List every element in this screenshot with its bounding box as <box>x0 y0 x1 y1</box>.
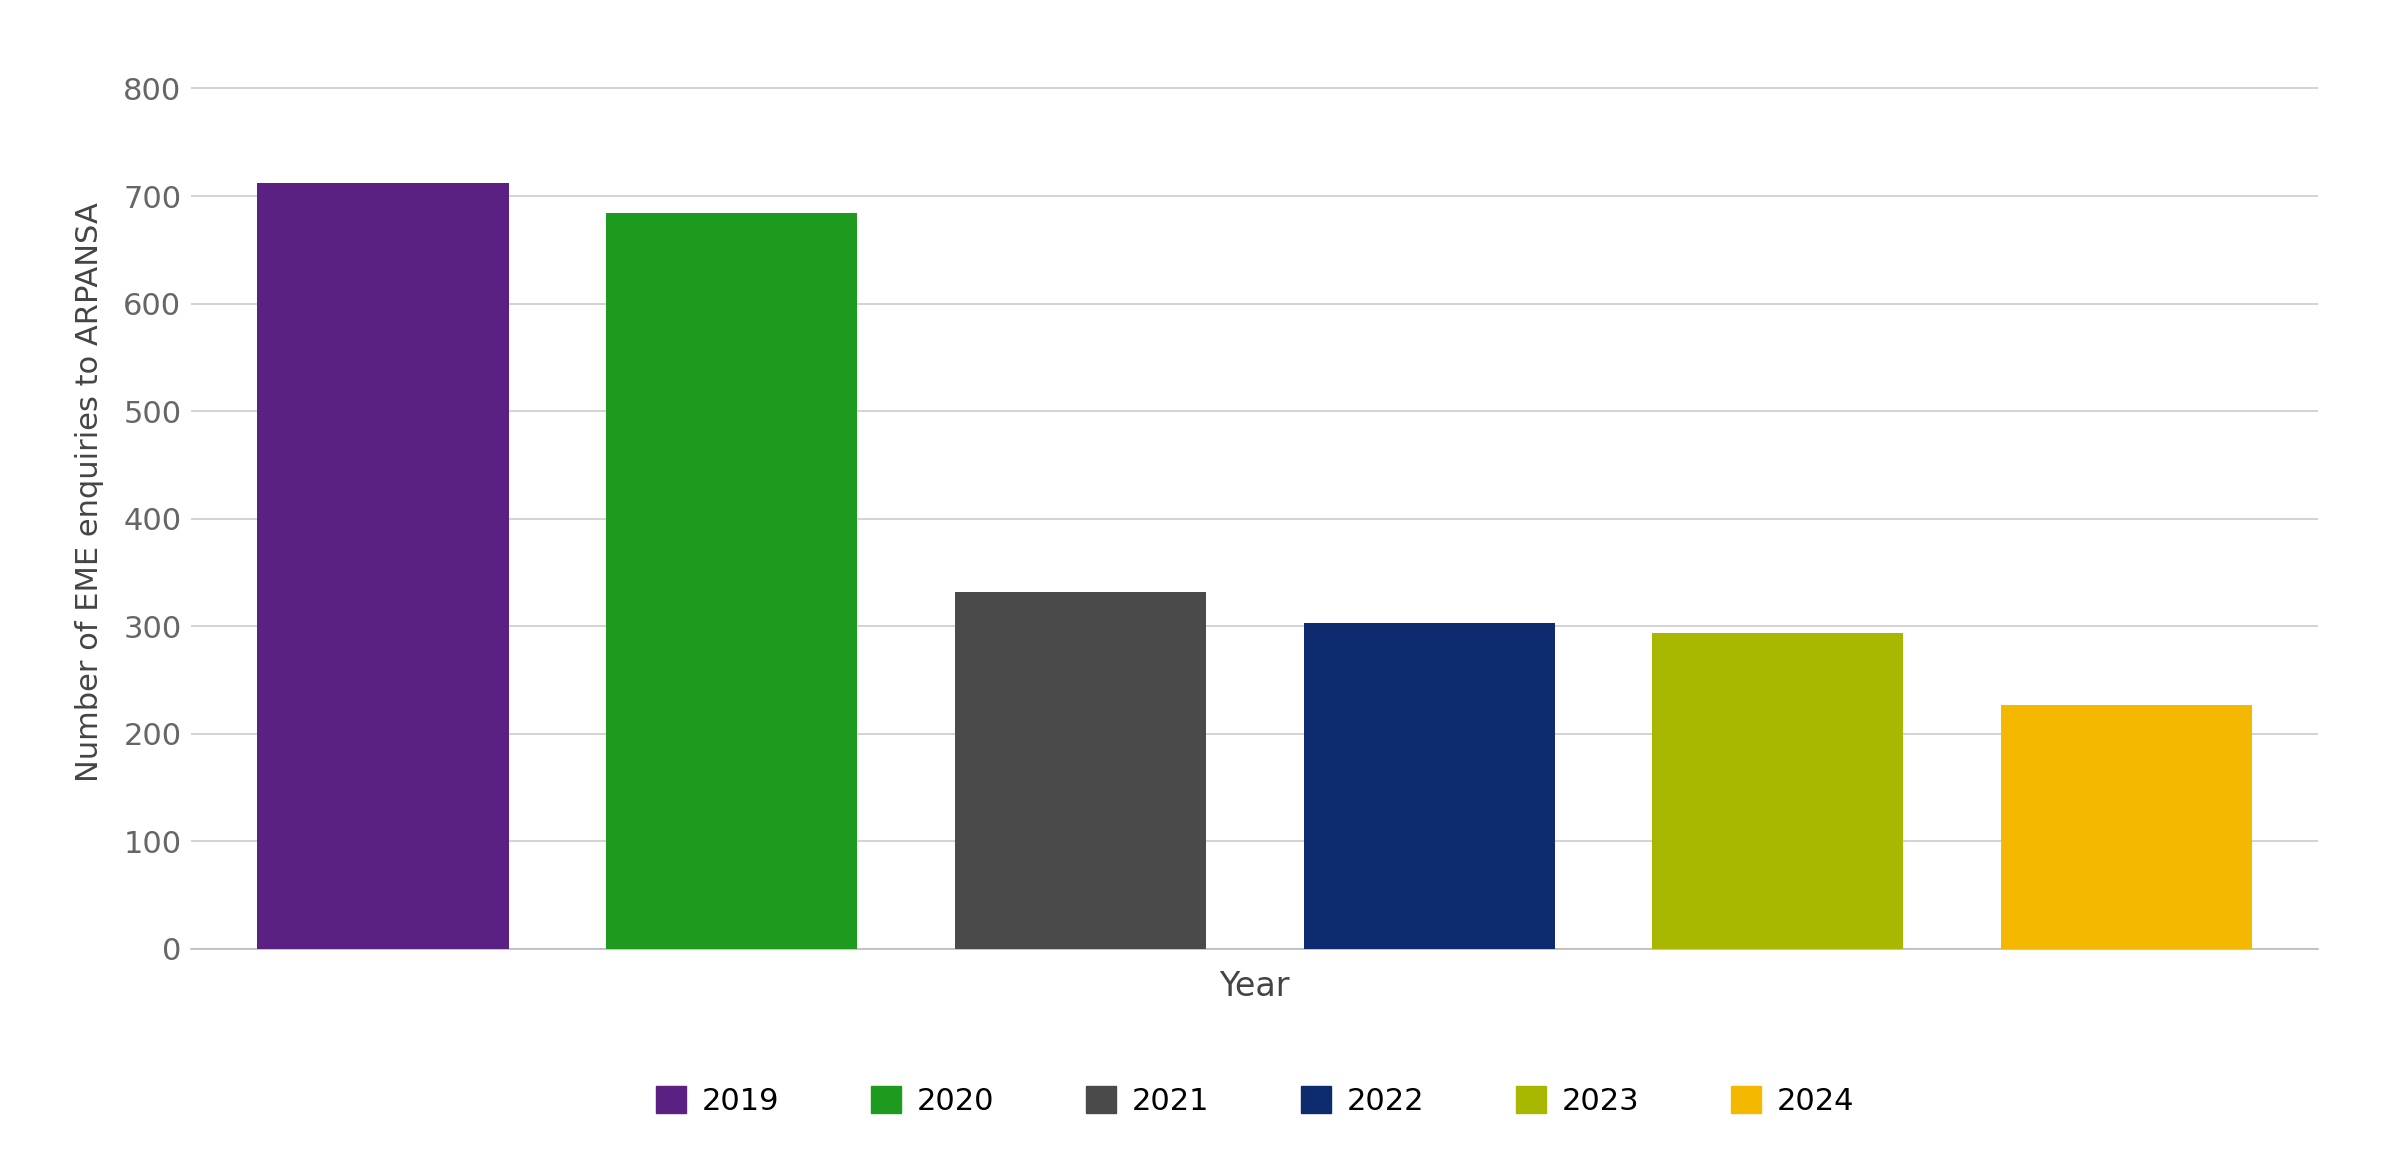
Legend: 2019, 2020, 2021, 2022, 2023, 2024: 2019, 2020, 2021, 2022, 2023, 2024 <box>643 1074 1867 1128</box>
Bar <box>607 213 858 949</box>
Bar <box>1303 622 1554 949</box>
Y-axis label: Number of EME enquiries to ARPANSA: Number of EME enquiries to ARPANSA <box>74 201 103 782</box>
Bar <box>956 591 1207 949</box>
Bar <box>1651 633 1902 949</box>
Bar <box>258 183 509 949</box>
Bar <box>2000 705 2251 949</box>
X-axis label: Year: Year <box>1219 970 1291 1003</box>
